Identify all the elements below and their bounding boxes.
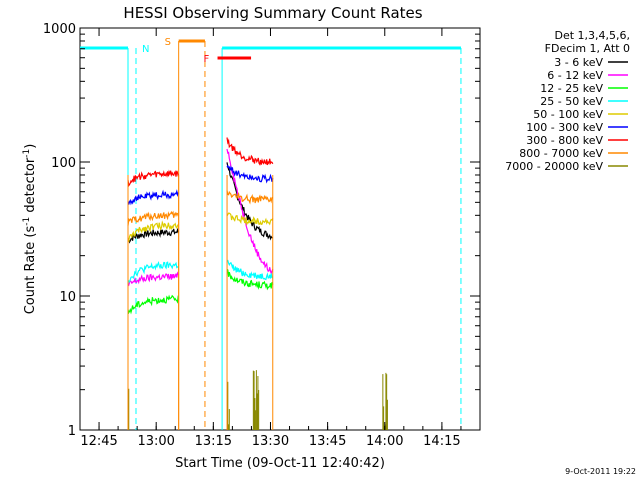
series-line — [226, 148, 274, 276]
x-tick-label: 12:45 — [80, 434, 117, 449]
series-line — [226, 162, 274, 241]
series-line — [127, 169, 179, 187]
legend: Det 1,3,4,5,6, FDecim 1, Att 0 3 - 6 keV… — [505, 29, 630, 173]
x-axis-label: Start Time (09-Oct-11 12:40:42) — [175, 456, 385, 471]
legend-entry-label: 12 - 25 keV — [540, 82, 603, 95]
y-axis-label: Count Rate (s-1 detector-1) — [22, 144, 38, 315]
series-line — [127, 294, 179, 315]
series-line — [127, 260, 179, 284]
series-line — [127, 210, 179, 226]
legend-entry-label: 50 - 100 keV — [533, 108, 603, 121]
legend-entry-label: 100 - 300 keV — [526, 121, 603, 134]
flare-marker-label: F — [204, 54, 210, 65]
x-tick-label: 14:00 — [366, 434, 403, 449]
y-tick-label: 1000 — [43, 22, 76, 37]
legend-entry-label: 7000 - 20000 keV — [505, 160, 603, 173]
plot-frame — [79, 27, 481, 431]
series-line — [127, 220, 179, 243]
x-tick-label: 13:30 — [252, 434, 289, 449]
y-tick-label: 1 — [68, 424, 76, 439]
y-tick-label: 100 — [51, 156, 76, 171]
y-tick-label: 10 — [59, 290, 76, 305]
series-line — [226, 190, 274, 205]
series-layer — [127, 137, 388, 430]
x-tick-label: 13:15 — [195, 434, 232, 449]
legend-entry-label: 6 - 12 keV — [547, 69, 603, 82]
x-tick-label: 13:00 — [137, 434, 174, 449]
series-line — [226, 212, 274, 226]
x-tick-label: 13:45 — [309, 434, 346, 449]
series-line — [226, 137, 274, 166]
footer-date: 9-Oct-2011 19:22 — [565, 467, 636, 476]
chart-title: HESSI Observing Summary Count Rates — [123, 4, 422, 22]
saa-marker-label: S — [165, 37, 171, 48]
legend-entry-label: 25 - 50 keV — [540, 95, 603, 108]
series-line — [127, 189, 179, 206]
series-line — [127, 271, 179, 287]
series-line — [226, 268, 274, 291]
x-axis: 12:45 13:00 13:15 13:30 13:45 14:00 14:15 — [79, 28, 481, 449]
night-marker-label: N — [142, 44, 149, 55]
x-tick-label: 14:15 — [423, 434, 460, 449]
legend-entry-label: 300 - 800 keV — [526, 134, 603, 147]
legend-header-line2: FDecim 1, Att 0 — [545, 42, 630, 55]
series-line — [227, 259, 274, 281]
series-line — [226, 164, 274, 184]
y-axis: 1 10 100 1000 — [43, 22, 480, 439]
legend-header-line1: Det 1,3,4,5,6, — [554, 29, 630, 42]
legend-entry-label: 3 - 6 keV — [554, 56, 603, 69]
legend-entry-label: 800 - 7000 keV — [519, 147, 603, 160]
observing-marker-group: N S F — [80, 37, 462, 430]
